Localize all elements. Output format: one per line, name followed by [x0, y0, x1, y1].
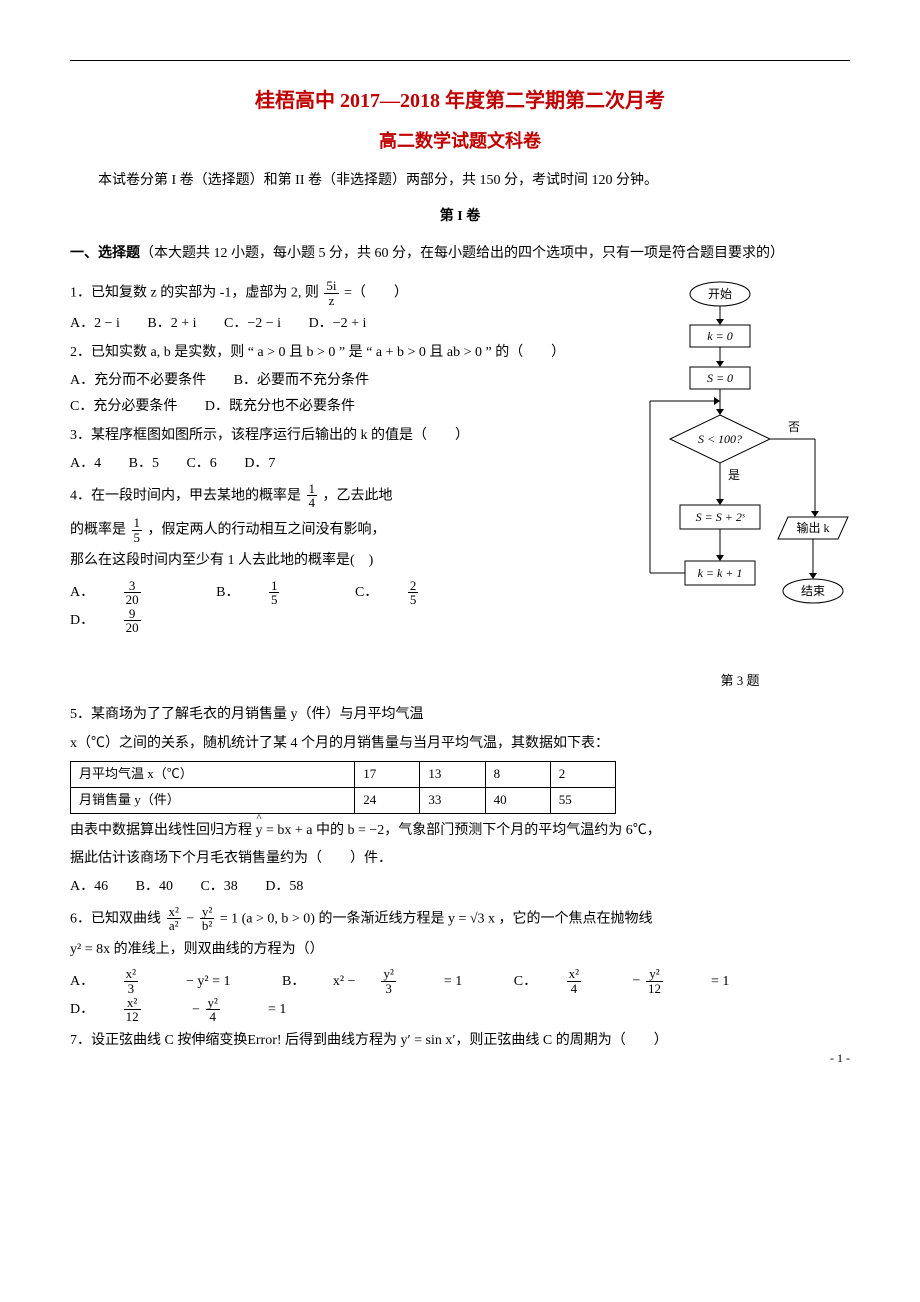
svg-text:是: 是 — [728, 468, 740, 482]
q5-stem2: x（℃）之间的关系，随机统计了某 4 个月的月销售量与当月平均气温，其数据如下表… — [70, 733, 850, 755]
q4-opt-d: D． 920 — [70, 607, 189, 635]
q5-stem1: 5．某商场为了了解毛衣的月销售量 y（件）与月平均气温 — [70, 704, 850, 726]
section1-heading: 一、选择题 — [70, 246, 140, 261]
q1-stem-a: 1．已知复数 z 的实部为 -1，虚部为 2, 则 — [70, 285, 319, 300]
q5-opt-c: C．38 — [200, 876, 237, 898]
q4-opt-a: A． 320 — [70, 579, 189, 607]
q6-opt-a: A． x²3 − y² = 1 — [70, 967, 255, 995]
q5-table: 月平均气温 x（℃） 17 13 8 2 月销售量 y（件） 24 33 40 … — [70, 761, 616, 814]
q6-options: A． x²3 − y² = 1 B． x² − y²3 = 1 C． x²4 −… — [70, 967, 850, 1024]
q1-opt-d: D．−2 + i — [309, 313, 367, 335]
q3-opt-b: B．5 — [129, 453, 159, 475]
svg-text:k = 0: k = 0 — [707, 329, 732, 343]
page-number: - 1 - — [830, 1049, 850, 1068]
q5-options: A．46 B．40 C．38 D．58 — [70, 876, 850, 898]
svg-text:k = k + 1: k = k + 1 — [698, 566, 743, 580]
flowchart-svg: 开始 k = 0 S = 0 S < 100? 否 输出 k 结束 — [630, 279, 850, 659]
q4-frac2: 15 — [132, 516, 143, 544]
q5-opt-d: D．58 — [265, 876, 303, 898]
svg-text:否: 否 — [788, 420, 800, 434]
q5-opt-b: B．40 — [136, 876, 173, 898]
q3-opt-a: A．4 — [70, 453, 101, 475]
table-row: 月销售量 y（件） 24 33 40 55 — [71, 787, 616, 813]
q2-opt-a: A．充分而不必要条件 — [70, 370, 206, 392]
q2-opt-d: D．既充分也不必要条件 — [205, 396, 355, 418]
svg-text:S = S + 2ˢ: S = S + 2ˢ — [696, 510, 745, 524]
y-hat: y — [256, 820, 263, 842]
exam-intro: 本试卷分第 I 卷（选择题）和第 II 卷（非选择题）两部分，共 150 分，考… — [70, 170, 850, 192]
svg-text:开始: 开始 — [708, 287, 732, 301]
flowchart-figure: 开始 k = 0 S = 0 S < 100? 否 输出 k 结束 — [630, 279, 850, 692]
q1-frac: 5i z — [324, 279, 338, 307]
title-main: 桂梧高中 2017—2018 年度第二学期第二次月考 — [70, 85, 850, 117]
q3-opt-d: D．7 — [244, 453, 275, 475]
q4-frac1: 14 — [307, 482, 318, 510]
q5-opt-a: A．46 — [70, 876, 108, 898]
q3-opt-c: C．6 — [186, 453, 216, 475]
title-sub: 高二数学试题文科卷 — [70, 127, 850, 156]
q2-opt-b: B．必要而不充分条件 — [234, 370, 369, 392]
svg-text:输出 k: 输出 k — [796, 520, 829, 535]
svg-text:S < 100?: S < 100? — [698, 432, 742, 446]
q6-opt-c: C． x²4 − y²12 = 1 — [514, 967, 754, 995]
q4-opt-b: B． 15 — [216, 579, 327, 607]
q4-opt-c: C． 25 — [355, 579, 466, 607]
svg-text:结束: 结束 — [801, 584, 825, 598]
q1-stem-b: =（ ） — [344, 285, 408, 300]
q1-opt-b: B．2 + i — [147, 313, 196, 335]
q6-line2: y² = 8x 的准线上，则双曲线的方程为（） — [70, 939, 850, 961]
section1-heading-line: 一、选择题（本大题共 12 小题，每小题 5 分，共 60 分，在每小题给出的四… — [70, 243, 850, 265]
q1-opt-a: A．2 − i — [70, 313, 120, 335]
part1-label: 第 I 卷 — [70, 206, 850, 228]
q1-opt-c: C．−2 − i — [224, 313, 281, 335]
q6-opt-d: D． x²12 − y²4 = 1 — [70, 996, 310, 1024]
top-rule — [70, 60, 850, 61]
q5-after2: 据此估计该商场下个月毛衣销售量约为（ ）件． — [70, 848, 850, 870]
q2-opt-c: C．充分必要条件 — [70, 396, 177, 418]
q5-after1: 由表中数据算出线性回归方程 y = bx + a 中的 b = −2，气象部门预… — [70, 820, 850, 842]
table-row: 月平均气温 x（℃） 17 13 8 2 — [71, 761, 616, 787]
section1-desc: （本大题共 12 小题，每小题 5 分，共 60 分，在每小题给出的四个选项中，… — [140, 246, 784, 261]
q6-line1: 6．已知双曲线 x²a² − y²b² = 1 (a > 0, b > 0) 的… — [70, 905, 850, 933]
svg-text:S = 0: S = 0 — [707, 371, 733, 385]
q6-opt-b: B． x² − y²3 = 1 — [282, 967, 486, 995]
flowchart-caption: 第 3 题 — [630, 671, 850, 692]
q7-stem: 7．设正弦曲线 C 按伸缩变换Error! 后得到曲线方程为 y′ = sin … — [70, 1030, 850, 1052]
